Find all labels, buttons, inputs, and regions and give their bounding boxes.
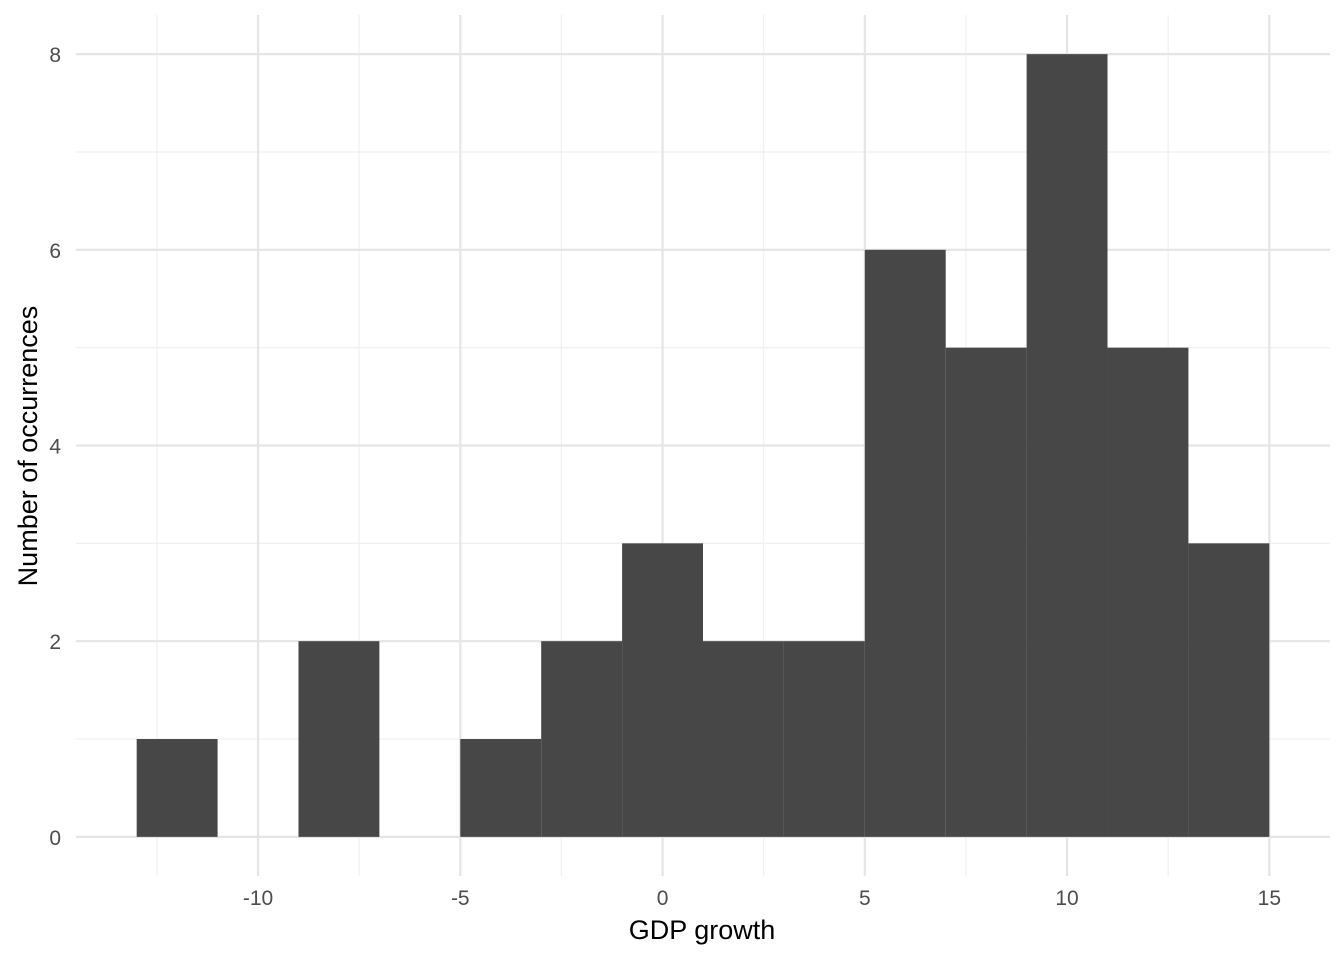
histogram-bar xyxy=(1026,54,1108,837)
histogram-bar xyxy=(703,641,784,837)
histogram-bar xyxy=(864,249,946,837)
y-tick-label: 2 xyxy=(49,631,61,654)
histogram-bar xyxy=(783,641,865,837)
y-axis-tick-labels: 0 2 4 6 8 xyxy=(49,44,61,850)
histogram-bar xyxy=(298,641,380,837)
y-tick-label: 8 xyxy=(49,44,61,67)
histogram-bar xyxy=(136,739,218,837)
histogram-bar xyxy=(1188,543,1270,837)
y-axis-title: Number of occurrences xyxy=(13,306,43,587)
y-tick-label: 0 xyxy=(49,827,61,850)
histogram-bar xyxy=(541,641,623,837)
histogram-bars xyxy=(136,54,1270,837)
x-tick-label: 0 xyxy=(657,887,669,910)
x-axis-title: GDP growth xyxy=(629,915,776,945)
x-tick-label: -5 xyxy=(451,887,470,910)
x-tick-label: 10 xyxy=(1055,887,1078,910)
y-tick-label: 6 xyxy=(49,240,61,263)
histogram-bar xyxy=(1107,347,1189,837)
histogram-bar xyxy=(622,543,703,837)
x-tick-label: -10 xyxy=(243,887,273,910)
x-tick-label: 15 xyxy=(1258,887,1281,910)
x-tick-label: 5 xyxy=(859,887,871,910)
histogram-bar xyxy=(945,347,1027,837)
y-tick-label: 4 xyxy=(49,436,61,459)
histogram-bar xyxy=(460,739,542,837)
x-axis-tick-labels: -10 -5 0 5 10 15 xyxy=(243,887,1281,910)
